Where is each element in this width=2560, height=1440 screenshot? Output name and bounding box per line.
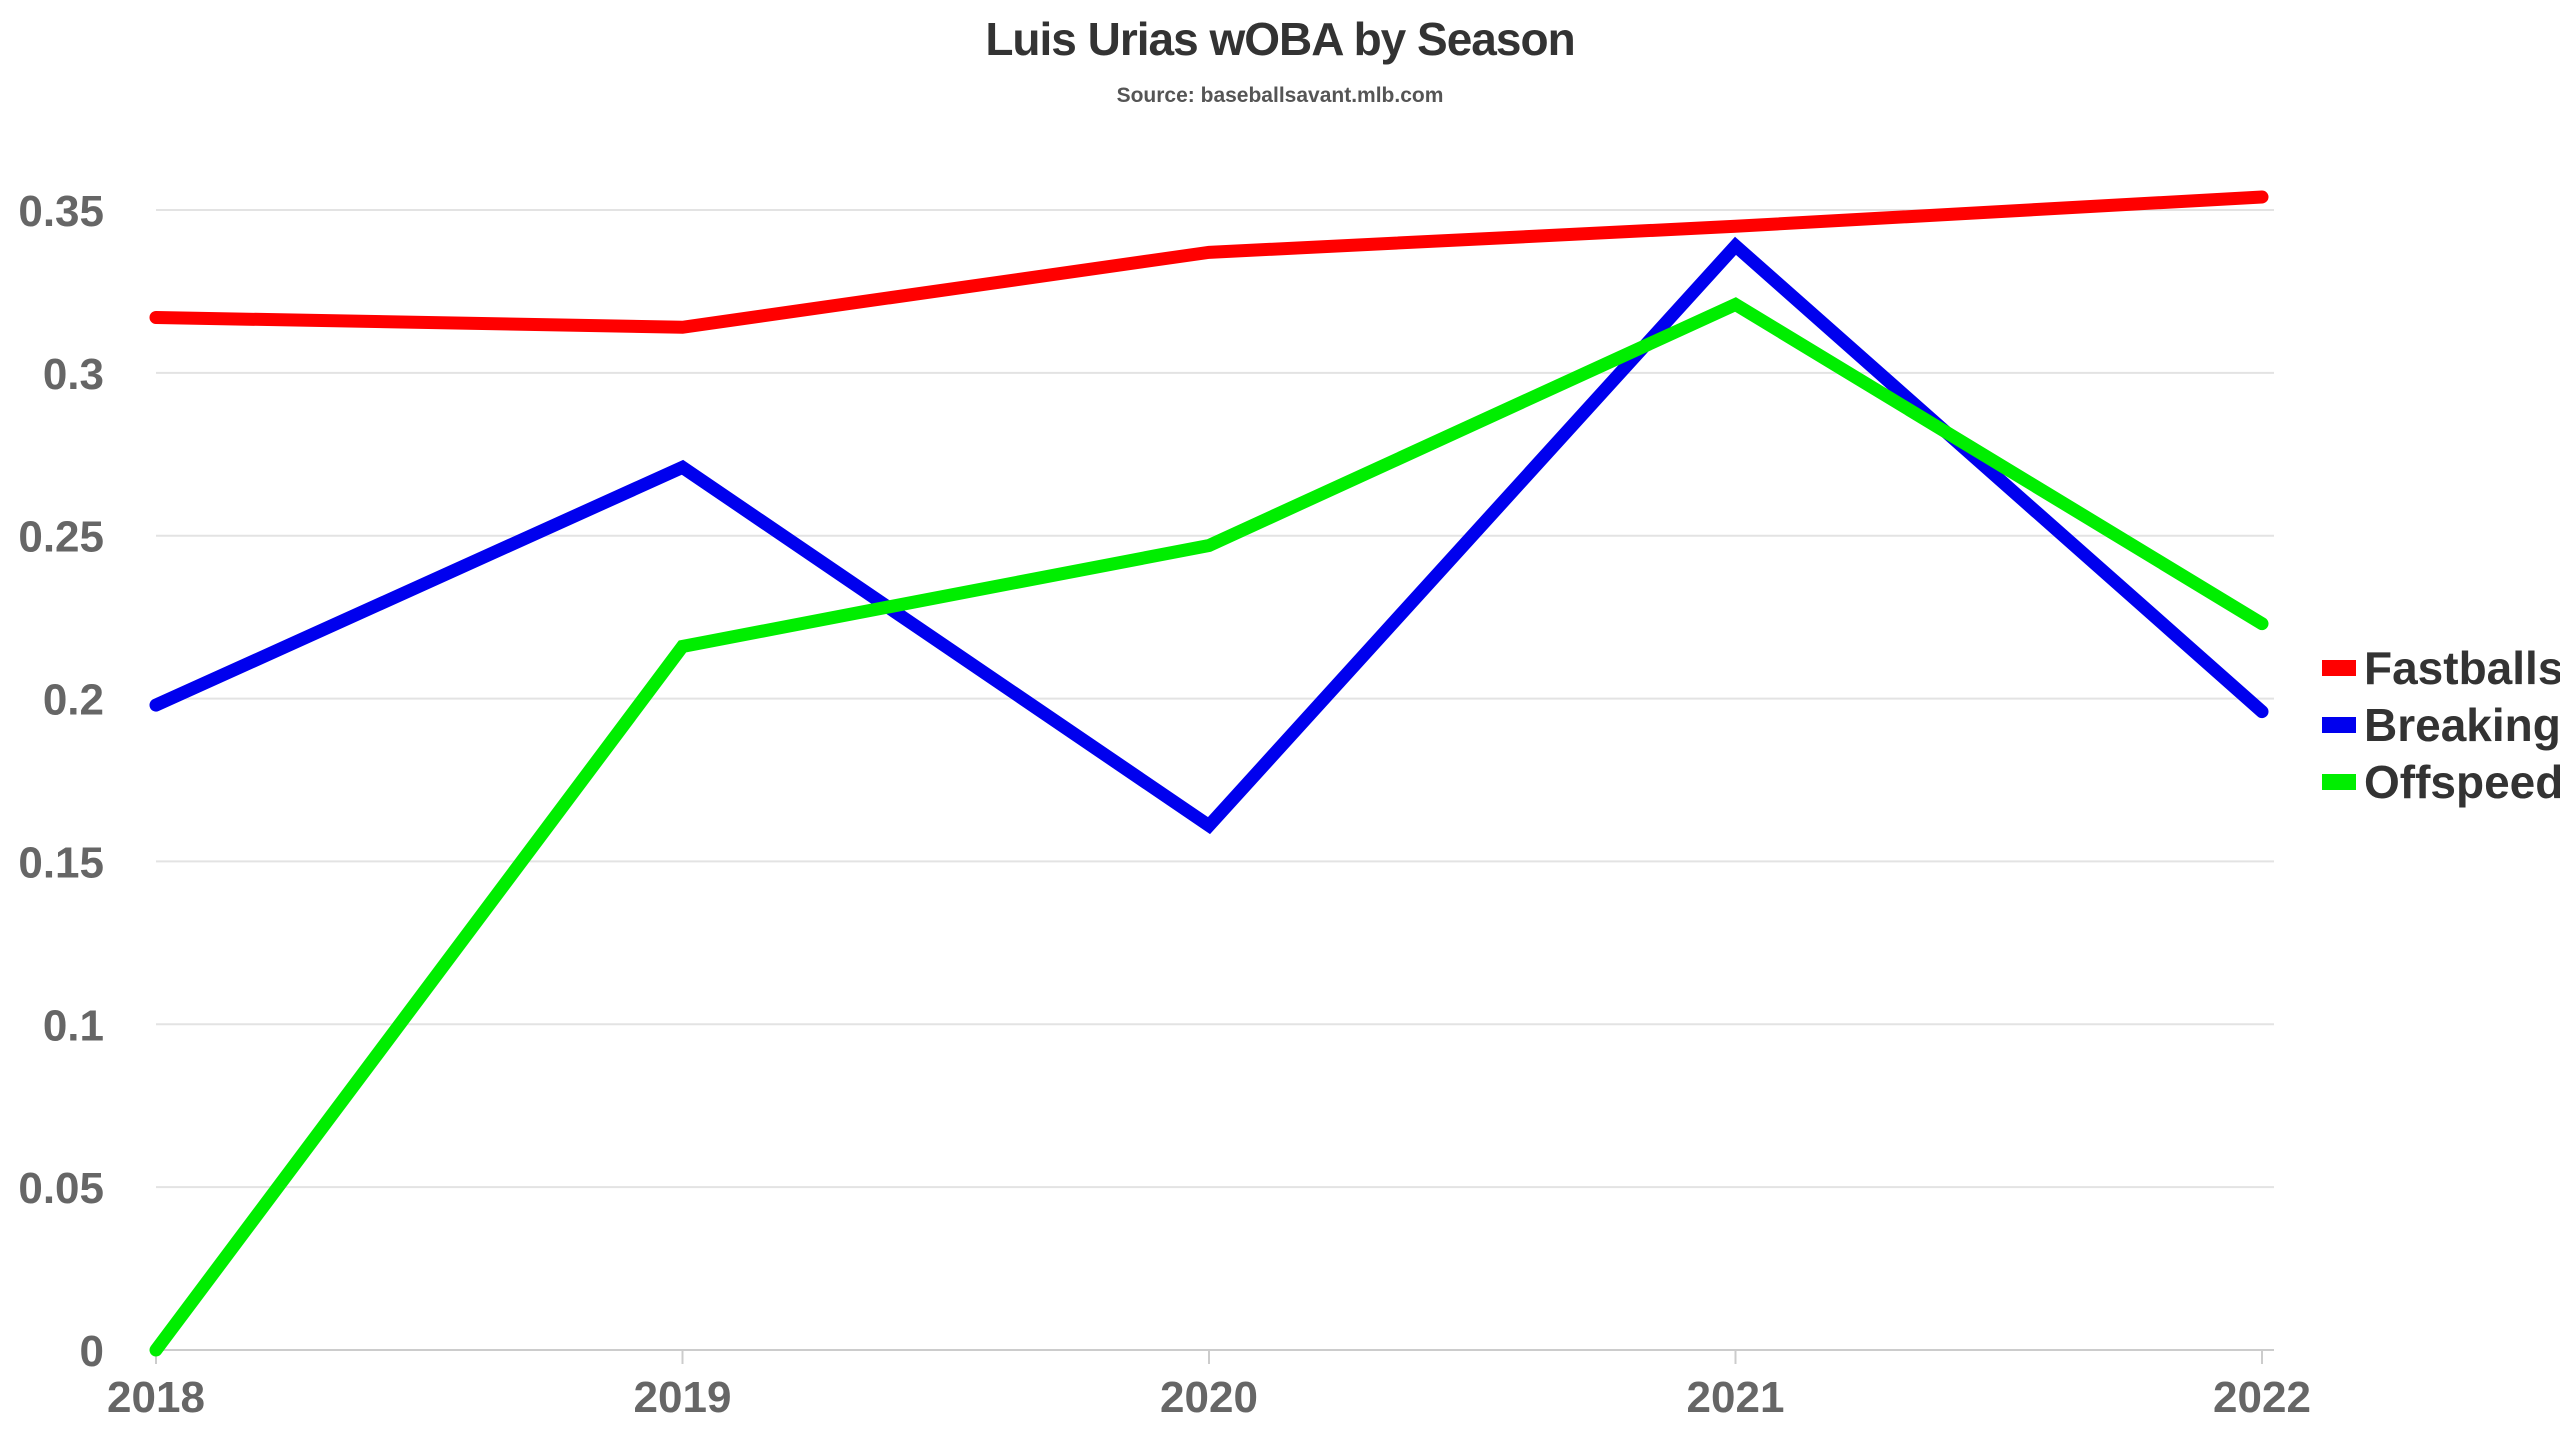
data-point-fastballs bbox=[2260, 194, 2264, 199]
legend-swatch-offspeed bbox=[2322, 774, 2356, 790]
y-tick-label: 0.15 bbox=[18, 838, 104, 887]
x-tick-label: 2020 bbox=[1160, 1373, 1258, 1422]
series-line-fastballs bbox=[149, 190, 2269, 334]
legend-swatch-fastballs bbox=[2322, 660, 2356, 676]
data-point-offspeed bbox=[2260, 621, 2264, 626]
y-tick-label: 0.3 bbox=[43, 350, 104, 399]
x-tick-label: 2021 bbox=[1687, 1373, 1785, 1422]
legend-swatch-breaking bbox=[2322, 717, 2356, 733]
data-point-breaking bbox=[1733, 243, 1738, 248]
data-point-breaking bbox=[2260, 709, 2264, 714]
data-point-breaking bbox=[154, 703, 158, 708]
y-tick-label: 0.05 bbox=[18, 1164, 104, 1213]
y-tick-label: 0.2 bbox=[43, 676, 104, 725]
data-point-offspeed bbox=[154, 1348, 158, 1352]
data-point-fastballs bbox=[1733, 224, 1738, 229]
y-tick-label: 0 bbox=[80, 1327, 104, 1376]
chart-subtitle: Source: baseballsavant.mlb.com bbox=[1116, 84, 1444, 107]
data-point-breaking bbox=[680, 465, 685, 470]
data-point-breaking bbox=[1207, 823, 1211, 828]
data-point-fastballs bbox=[680, 325, 685, 330]
x-tick-label: 2019 bbox=[634, 1373, 732, 1422]
data-point-offspeed bbox=[1207, 543, 1211, 548]
legend-label-offspeed: Offspeed bbox=[2364, 756, 2560, 808]
data-point-fastballs bbox=[1207, 250, 1211, 255]
x-tick-label: 2018 bbox=[107, 1373, 205, 1422]
legend-label-breaking: Breaking bbox=[2364, 699, 2560, 751]
data-point-offspeed bbox=[1733, 302, 1738, 307]
x-tick-label: 2022 bbox=[2213, 1373, 2311, 1422]
y-tick-label: 0.35 bbox=[18, 187, 104, 236]
data-point-fastballs bbox=[154, 315, 158, 320]
y-tick-label: 0.25 bbox=[18, 513, 104, 562]
chart-title: Luis Urias wOBA by Season bbox=[985, 13, 1575, 65]
legend-label-fastballs: Fastballs bbox=[2364, 642, 2560, 694]
y-tick-label: 0.1 bbox=[43, 1001, 104, 1050]
data-point-offspeed bbox=[680, 644, 685, 649]
